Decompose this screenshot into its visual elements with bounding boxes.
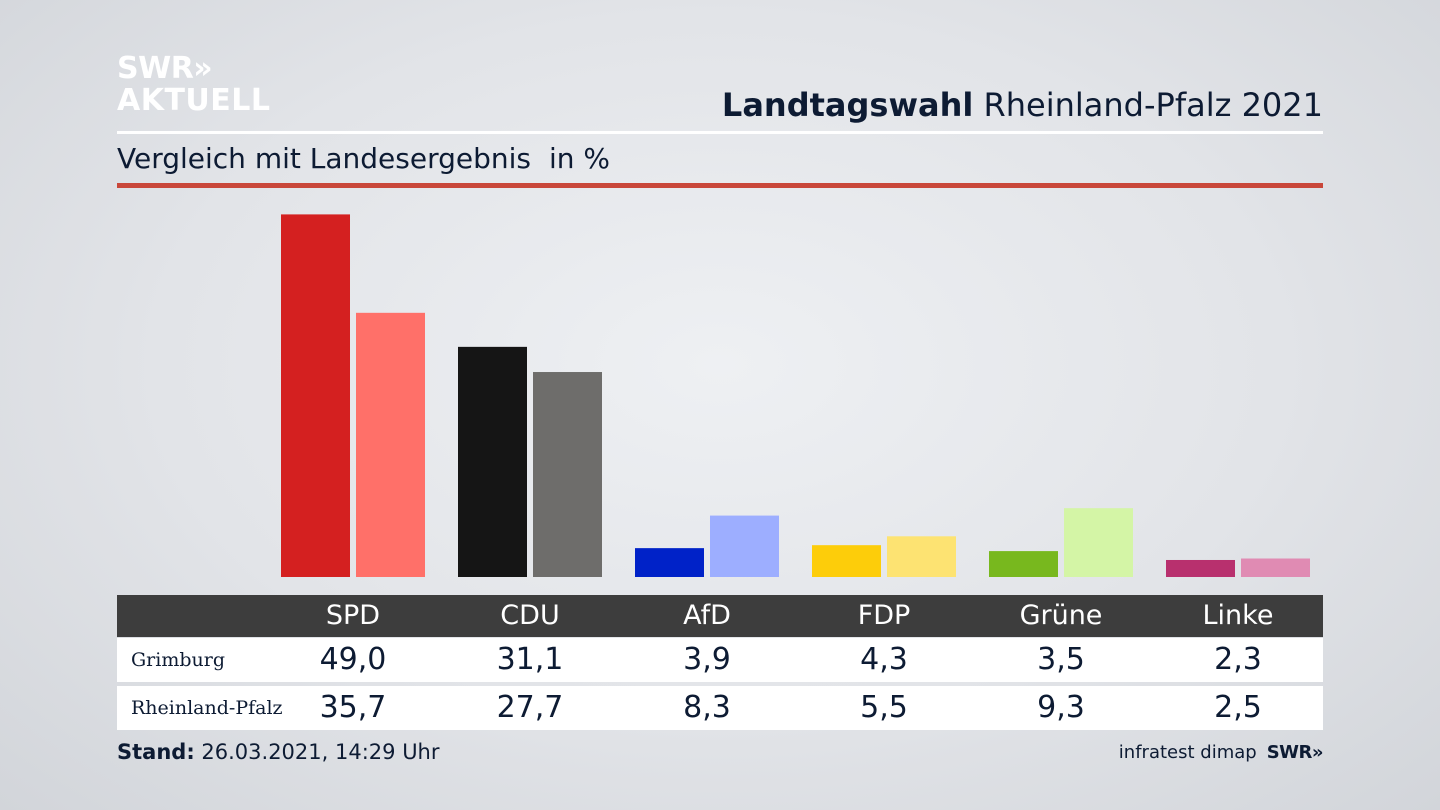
chart-subtitle: Vergleich mit Landesergebnis in % bbox=[117, 142, 610, 175]
logo-line-2: AKTUELL bbox=[117, 83, 271, 118]
value-cell: 3,5 bbox=[1037, 642, 1085, 677]
source-credit: infratest dimap SWR» bbox=[1118, 742, 1324, 763]
bar-linke-local bbox=[1166, 559, 1235, 577]
value-cell: 5,5 bbox=[860, 690, 908, 725]
value-cell: 9,3 bbox=[1037, 690, 1085, 725]
row-label-grimburg: Grimburg bbox=[131, 649, 225, 671]
column-header: FDP bbox=[857, 600, 911, 631]
bar-linke-state bbox=[1241, 558, 1310, 577]
bar-grne-state bbox=[1064, 508, 1133, 577]
timestamp-value: 26.03.2021, 14:29 Uhr bbox=[201, 740, 440, 764]
column-header: CDU bbox=[500, 600, 560, 631]
column-header: AfD bbox=[683, 600, 731, 631]
value-cell: 8,3 bbox=[683, 690, 731, 725]
source-text: infratest dimap bbox=[1118, 742, 1257, 763]
title-divider bbox=[117, 131, 1323, 134]
bar-grne-local bbox=[989, 551, 1058, 577]
value-cell: 31,1 bbox=[496, 642, 564, 677]
bar-afd-state bbox=[710, 515, 779, 577]
unit-label: in % bbox=[548, 142, 611, 175]
value-cell: 49,0 bbox=[319, 642, 387, 677]
accent-divider bbox=[117, 183, 1323, 188]
bar-fdp-state bbox=[887, 536, 956, 577]
logo-line-1: SWR» bbox=[117, 51, 213, 86]
title-bold: Landtagswahl bbox=[721, 86, 974, 124]
value-cell: 2,3 bbox=[1214, 642, 1262, 677]
column-header: Grüne bbox=[1019, 600, 1103, 631]
source-logo: SWR» bbox=[1266, 742, 1324, 763]
value-cell: 35,7 bbox=[319, 690, 387, 725]
bar-cdu-state bbox=[533, 372, 602, 577]
swr-aktuell-logo: SWR» AKTUELL bbox=[117, 54, 271, 116]
value-cell: 2,5 bbox=[1214, 690, 1262, 725]
timestamp: Stand: 26.03.2021, 14:29 Uhr bbox=[117, 740, 440, 764]
bar-afd-local bbox=[635, 548, 704, 577]
value-cell: 27,7 bbox=[496, 690, 564, 725]
title-rest: Rheinland-Pfalz 2021 bbox=[983, 86, 1323, 124]
bar-spd-state bbox=[356, 312, 425, 577]
subtitle-text: Vergleich mit Landesergebnis bbox=[117, 142, 531, 175]
page-title: Landtagswahl Rheinland-Pfalz 2021 bbox=[722, 86, 1323, 124]
column-header: SPD bbox=[325, 600, 381, 631]
bar-cdu-local bbox=[458, 346, 527, 577]
table-header: SPD CDU AfD FDP Grüne Linke bbox=[117, 595, 1323, 637]
table-row: Rheinland-Pfalz 35,7 27,7 8,3 5,5 9,3 2,5 bbox=[117, 686, 1323, 730]
bar-spd-local bbox=[281, 214, 350, 577]
results-table: SPD CDU AfD FDP Grüne Linke Grimburg 49,0 31,1… bbox=[117, 595, 1323, 730]
bar-fdp-local bbox=[812, 545, 881, 577]
table-row: Grimburg 49,0 31,1 3,9 4,3 3,5 2,3 bbox=[117, 638, 1323, 682]
column-header: Linke bbox=[1202, 600, 1274, 631]
value-cell: 3,9 bbox=[683, 642, 731, 677]
value-cell: 4,3 bbox=[860, 642, 908, 677]
row-label-rheinland-pfalz: Rheinland-Pfalz bbox=[131, 697, 283, 719]
timestamp-label: Stand: bbox=[117, 740, 195, 764]
